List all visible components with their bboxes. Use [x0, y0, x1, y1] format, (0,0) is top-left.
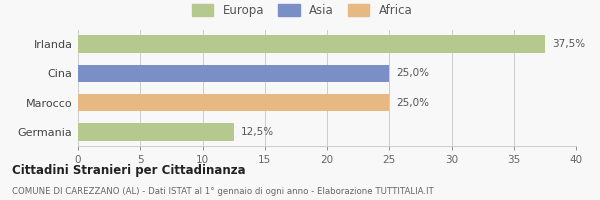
Text: Cittadini Stranieri per Cittadinanza: Cittadini Stranieri per Cittadinanza [12, 164, 245, 177]
Bar [78, 35, 545, 53]
Text: 12,5%: 12,5% [241, 127, 274, 137]
Text: COMUNE DI CAREZZANO (AL) - Dati ISTAT al 1° gennaio di ogni anno - Elaborazione : COMUNE DI CAREZZANO (AL) - Dati ISTAT al… [12, 187, 434, 196]
Text: 25,0%: 25,0% [397, 98, 430, 108]
Bar [78, 65, 389, 82]
Bar [78, 94, 389, 111]
Legend: Europa, Asia, Africa: Europa, Asia, Africa [190, 2, 415, 19]
Text: 37,5%: 37,5% [553, 39, 586, 49]
Bar [78, 123, 233, 141]
Text: 25,0%: 25,0% [397, 68, 430, 78]
